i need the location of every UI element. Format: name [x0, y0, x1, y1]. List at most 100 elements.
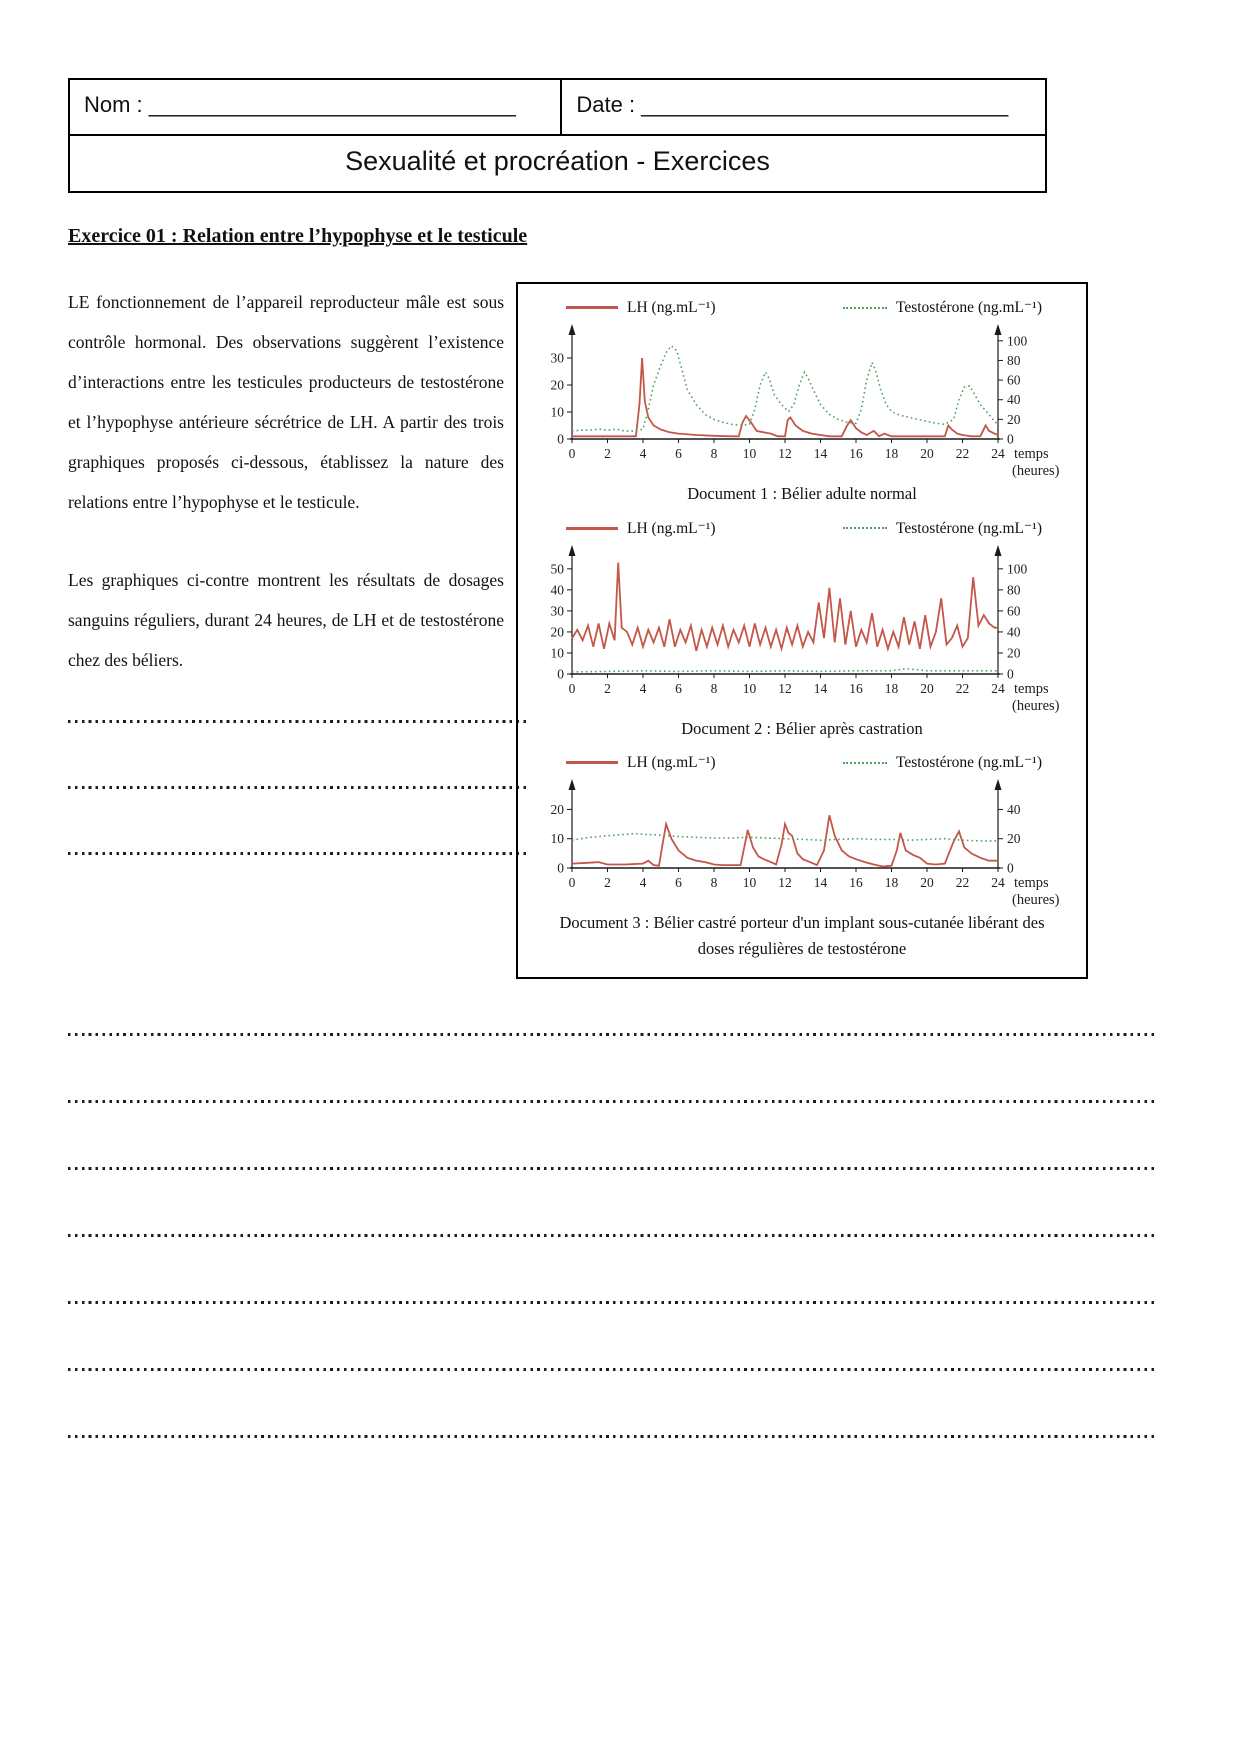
document-3-legend: LH (ng.mL⁻¹) Testostérone (ng.mL⁻¹)	[524, 753, 1080, 772]
svg-text:24: 24	[991, 446, 1005, 461]
svg-text:22: 22	[956, 681, 970, 696]
svg-text:6: 6	[675, 446, 682, 461]
document-2-caption: Document 2 : Bélier après castration	[681, 718, 923, 738]
svg-text:40: 40	[1007, 392, 1021, 407]
answer-line[interactable]	[68, 1368, 1158, 1372]
svg-text:24: 24	[991, 875, 1005, 890]
svg-text:temps: temps	[1014, 875, 1049, 891]
lh-legend-item: LH (ng.mL⁻¹)	[566, 753, 716, 772]
svg-text:80: 80	[1007, 353, 1021, 368]
svg-text:40: 40	[551, 582, 565, 597]
svg-text:2: 2	[604, 681, 611, 696]
document-2-legend: LH (ng.mL⁻¹) Testostérone (ng.mL⁻¹)	[524, 519, 1080, 538]
name-field[interactable]: Nom : ______________________________	[70, 80, 563, 134]
short-answer-lines	[68, 720, 526, 855]
svg-text:30: 30	[551, 351, 565, 366]
answer-line[interactable]	[68, 1167, 1158, 1171]
answer-line[interactable]	[68, 1033, 1158, 1037]
svg-text:24: 24	[991, 681, 1005, 696]
svg-text:6: 6	[675, 681, 682, 696]
header-table: Nom : ______________________________ Dat…	[68, 78, 1047, 193]
svg-text:6: 6	[675, 875, 682, 890]
testosterone-line-icon	[842, 761, 887, 764]
intro-paragraph-2: Les graphiques ci-contre montrent les ré…	[68, 570, 504, 670]
svg-text:10: 10	[743, 875, 757, 890]
svg-text:10: 10	[743, 446, 757, 461]
svg-text:4: 4	[640, 446, 647, 461]
svg-text:4: 4	[640, 681, 647, 696]
document-1-block: LH (ng.mL⁻¹) Testostérone (ng.mL⁻¹) 0 10 2…	[524, 298, 1080, 507]
svg-text:0: 0	[569, 875, 576, 890]
lh-legend-label: LH (ng.mL⁻¹)	[627, 754, 716, 772]
testosterone-line-icon	[842, 527, 887, 530]
svg-text:8: 8	[711, 875, 718, 890]
svg-text:22: 22	[956, 875, 970, 890]
testosterone-legend-item: Testostérone (ng.mL⁻¹)	[842, 298, 1042, 317]
lh-legend-label: LH (ng.mL⁻¹)	[627, 519, 716, 537]
svg-text:40: 40	[1007, 624, 1021, 639]
svg-text:20: 20	[551, 802, 565, 817]
svg-text:60: 60	[1007, 603, 1021, 618]
document-1-legend: LH (ng.mL⁻¹) Testostérone (ng.mL⁻¹)	[524, 298, 1080, 317]
intro-text-column: LE fonctionnement de l’appareil reproduc…	[68, 282, 526, 979]
svg-text:8: 8	[711, 446, 718, 461]
document-3-caption: Document 3 : Bélier castré porteur d'un …	[559, 913, 1045, 958]
document-2-block: LH (ng.mL⁻¹) Testostérone (ng.mL⁻¹) 0 10 2…	[524, 519, 1080, 742]
svg-text:20: 20	[1007, 412, 1021, 427]
testosterone-legend-label: Testostérone (ng.mL⁻¹)	[895, 754, 1042, 772]
exercise-heading: Exercice 01 : Relation entre l’hypophyse…	[68, 225, 528, 247]
svg-text:(heures): (heures)	[1012, 892, 1060, 908]
svg-text:10: 10	[743, 681, 757, 696]
svg-text:8: 8	[711, 681, 718, 696]
svg-text:20: 20	[1007, 831, 1021, 846]
svg-text:temps: temps	[1014, 681, 1049, 697]
answer-line[interactable]	[68, 1234, 1158, 1238]
date-field[interactable]: Date : ______________________________	[576, 92, 1009, 117]
svg-text:12: 12	[778, 875, 792, 890]
svg-text:(heures): (heures)	[1012, 463, 1060, 479]
answer-line[interactable]	[68, 1435, 1158, 1439]
svg-text:100: 100	[1007, 333, 1028, 348]
testosterone-line-icon	[842, 306, 887, 309]
lh-legend-item: LH (ng.mL⁻¹)	[566, 519, 716, 538]
svg-text:20: 20	[551, 378, 565, 393]
svg-text:100: 100	[1007, 561, 1028, 576]
svg-text:0: 0	[557, 861, 564, 876]
svg-text:20: 20	[551, 624, 565, 639]
svg-text:16: 16	[849, 875, 863, 890]
document-title: Sexualité et procréation - Exercices	[345, 146, 770, 176]
svg-text:4: 4	[640, 875, 647, 890]
svg-text:18: 18	[885, 875, 899, 890]
svg-text:10: 10	[551, 645, 565, 660]
answer-line[interactable]	[68, 1100, 1158, 1104]
svg-text:0: 0	[557, 432, 564, 447]
svg-text:20: 20	[920, 875, 934, 890]
answer-line[interactable]	[68, 720, 526, 723]
svg-text:18: 18	[885, 681, 899, 696]
content-row: LE fonctionnement de l’appareil reproduc…	[68, 282, 1162, 980]
svg-text:(heures): (heures)	[1012, 698, 1060, 714]
svg-text:0: 0	[569, 446, 576, 461]
full-answer-lines	[68, 1033, 1162, 1439]
answer-line[interactable]	[68, 852, 526, 855]
svg-text:80: 80	[1007, 582, 1021, 597]
svg-text:0: 0	[1007, 666, 1014, 681]
answer-line[interactable]	[68, 1301, 1158, 1305]
svg-text:0: 0	[1007, 861, 1014, 876]
svg-text:16: 16	[849, 681, 863, 696]
svg-text:0: 0	[557, 666, 564, 681]
svg-text:22: 22	[956, 446, 970, 461]
svg-text:16: 16	[849, 446, 863, 461]
documents-panel: LH (ng.mL⁻¹) Testostérone (ng.mL⁻¹) 0 10 2…	[516, 282, 1088, 980]
testosterone-legend-item: Testostérone (ng.mL⁻¹)	[842, 519, 1042, 538]
lh-line-icon	[566, 526, 618, 530]
lh-line-icon	[566, 761, 618, 765]
answer-line[interactable]	[68, 786, 526, 789]
svg-text:temps: temps	[1014, 446, 1049, 462]
svg-text:12: 12	[778, 681, 792, 696]
testosterone-legend-label: Testostérone (ng.mL⁻¹)	[895, 519, 1042, 537]
document-1-caption: Document 1 : Bélier adulte normal	[687, 484, 917, 503]
